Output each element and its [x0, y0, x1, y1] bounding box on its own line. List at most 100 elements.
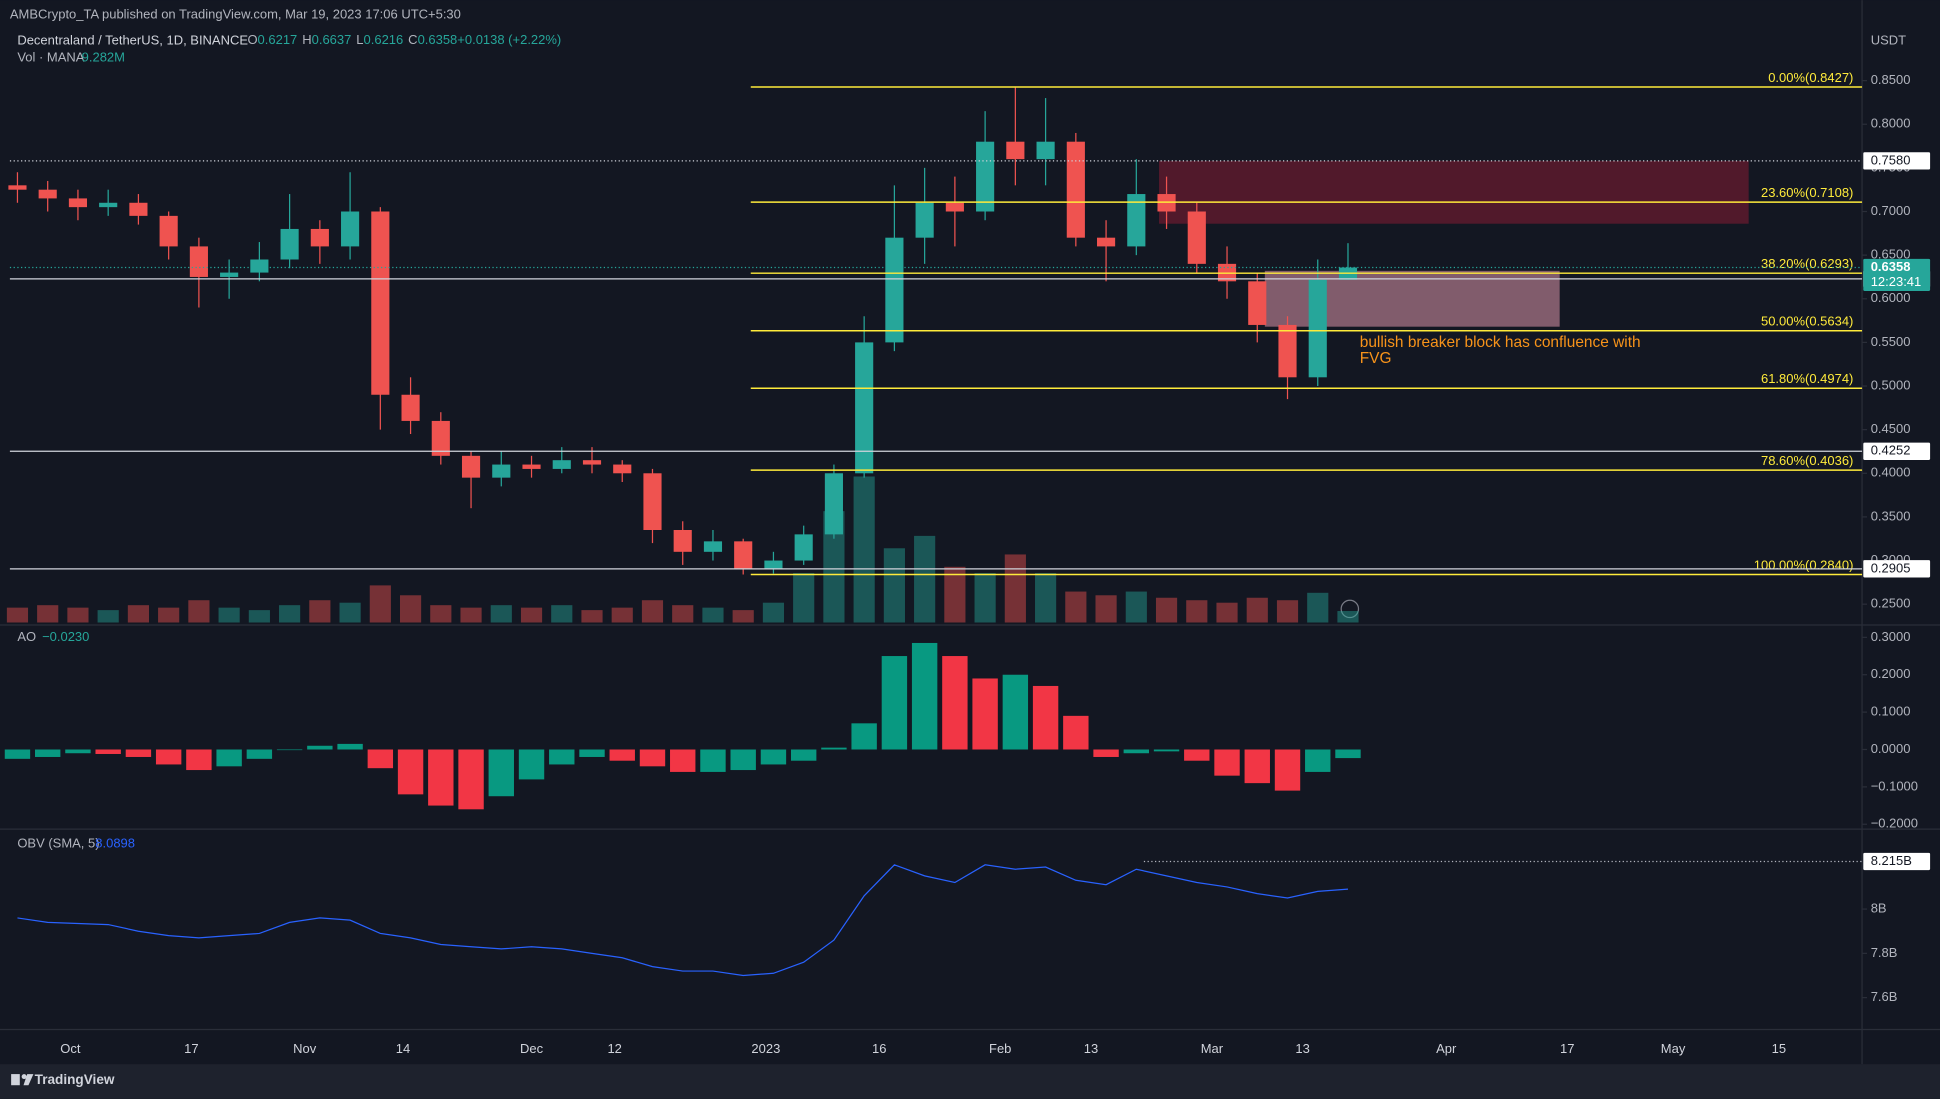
y-tick-label: 8B — [1871, 901, 1887, 916]
ao-bar — [942, 656, 968, 750]
y-tick-label: 0.6000 — [1871, 290, 1911, 305]
ohlc-key: L — [356, 32, 363, 47]
ao-value: −0.0230 — [42, 629, 89, 644]
ao-bar — [760, 749, 787, 765]
ao-bar — [428, 749, 454, 806]
ao-bar — [579, 749, 605, 757]
candle-body — [431, 420, 450, 456]
candle-body — [885, 237, 904, 343]
candle-body — [522, 464, 541, 469]
volume-bar — [611, 607, 633, 623]
y-tick-label: 0.3000 — [1871, 629, 1911, 644]
volume-bar — [702, 607, 724, 623]
volume-bar — [974, 573, 996, 623]
ao-bar — [1093, 749, 1119, 757]
brand: TradingView — [35, 1072, 115, 1087]
candle-body — [129, 202, 148, 216]
volume-bar — [490, 605, 512, 623]
ao-bar — [670, 749, 696, 772]
candle-body — [1096, 237, 1116, 247]
candle-body — [1127, 194, 1146, 247]
x-tick-label: May — [1661, 1041, 1686, 1056]
x-tick-label: 12 — [607, 1041, 621, 1056]
candle-body — [1308, 279, 1327, 378]
volume-bar — [520, 607, 543, 623]
volume-bar — [97, 610, 119, 623]
candle-body — [250, 259, 269, 273]
y-tick-label: 0.8500 — [1871, 72, 1911, 87]
candle-body — [855, 342, 874, 474]
candle-body — [310, 228, 329, 247]
volume-bar — [1125, 591, 1147, 623]
candle-body — [794, 534, 813, 561]
ao-bar — [549, 749, 575, 765]
volume-bar — [37, 605, 59, 623]
ao-bar — [1002, 674, 1029, 750]
ohlc-key: H — [302, 32, 311, 47]
price-tag — [1863, 560, 1931, 578]
ao-bar — [125, 749, 152, 757]
fib-label: 78.60%(0.4036) — [1761, 453, 1853, 468]
candle-body — [824, 473, 843, 535]
ao-bar — [337, 743, 363, 750]
candle-body — [159, 215, 178, 247]
y-tick-label: 0.6500 — [1871, 247, 1911, 262]
volume-bar — [1065, 591, 1087, 623]
ao-bar — [367, 749, 394, 769]
candle-body — [613, 464, 632, 474]
ao-bar — [1274, 749, 1301, 791]
volume-bar — [823, 511, 845, 623]
candle-body — [461, 455, 481, 478]
symbol: Decentraland / TetherUS, 1D, BINANCE — [17, 32, 248, 47]
x-tick-label: Mar — [1201, 1041, 1224, 1056]
fib-label: 50.00%(0.5634) — [1761, 313, 1853, 328]
x-tick-label: 17 — [1560, 1041, 1574, 1056]
y-tick-label: 0.7000 — [1871, 203, 1911, 218]
candle-body — [1066, 141, 1085, 238]
volume-bar — [641, 600, 664, 623]
volume-bar — [762, 602, 785, 623]
x-tick-label: 17 — [184, 1041, 198, 1056]
y-tick-label: 0.5000 — [1871, 377, 1911, 392]
volume-bar — [339, 602, 361, 623]
price-tag — [1863, 442, 1931, 460]
volume-bar — [793, 573, 815, 623]
y-tick-label: 0.2000 — [1871, 666, 1911, 681]
candle-body — [1006, 141, 1025, 160]
candle-body — [1248, 281, 1267, 325]
footer — [0, 1064, 1940, 1099]
ao-bar — [307, 745, 333, 750]
volume-bar — [309, 600, 331, 623]
candle-body — [915, 202, 934, 238]
x-tick-label: Nov — [293, 1041, 317, 1056]
volume-bar — [248, 610, 270, 623]
x-tick-label: 16 — [872, 1041, 886, 1056]
y-tick-label: 0.1000 — [1871, 704, 1911, 719]
volume-bar — [218, 607, 240, 623]
ao-bar — [1063, 715, 1089, 750]
candle-body — [280, 228, 299, 260]
ao-bar — [972, 678, 998, 750]
ao-bar — [1335, 749, 1361, 759]
x-tick-label: Apr — [1436, 1041, 1457, 1056]
obv-label: OBV (SMA, 5) — [17, 835, 99, 850]
volume-bar — [1186, 600, 1208, 623]
ao-bar — [1244, 749, 1270, 784]
volume-bar — [883, 548, 905, 623]
candle-body — [764, 560, 783, 570]
y-tick-label: 0.4000 — [1871, 465, 1911, 480]
y-tick-label: 7.6B — [1871, 989, 1898, 1004]
volume-bar — [914, 535, 936, 623]
volume-bar — [430, 605, 452, 623]
volume-bar — [853, 476, 875, 623]
price-tag — [1863, 152, 1931, 170]
price-tag-label: 0.4252 — [1871, 443, 1911, 458]
annotation: bullish breaker block has confluence wit… — [1360, 334, 1641, 351]
y-tick-label: 0.8000 — [1871, 116, 1911, 131]
fib-label: 61.80%(0.4974) — [1761, 371, 1853, 386]
x-tick-label: 14 — [396, 1041, 410, 1056]
last-price-tag — [1863, 258, 1931, 292]
volume-value: 9.282M — [82, 50, 125, 65]
ao-bar — [1305, 749, 1331, 772]
